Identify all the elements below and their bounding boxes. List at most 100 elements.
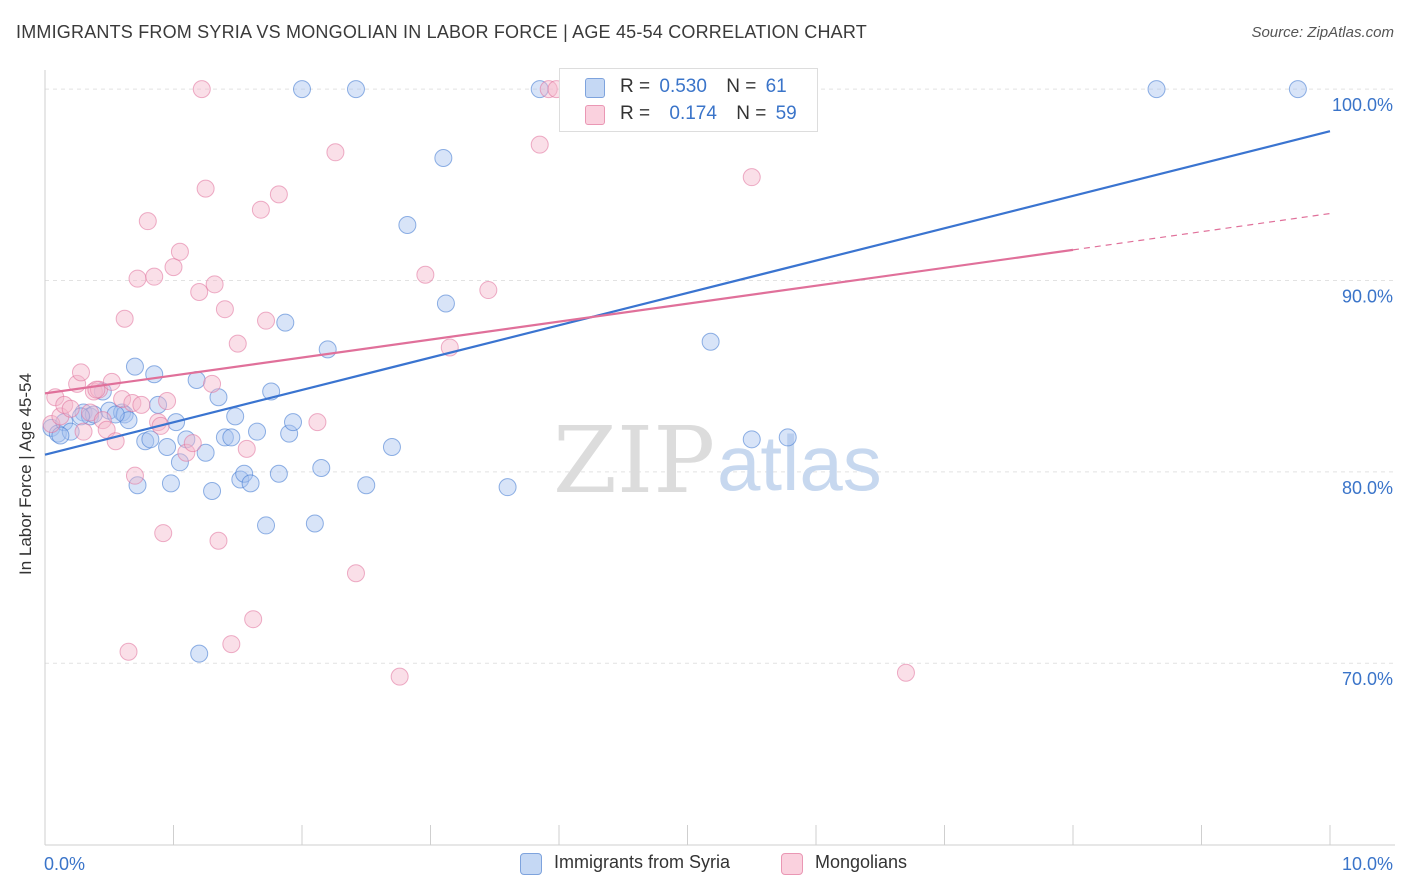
mongolian-point [138, 212, 157, 231]
mongolian-point [123, 393, 142, 412]
legend-n-value: 59 [775, 103, 797, 124]
bottom-legend-mongolian: Mongolians [781, 852, 908, 875]
series-mongolian-points [42, 80, 915, 686]
mongolian-point [192, 80, 211, 99]
mongolian-point [416, 265, 435, 284]
syria-point [141, 430, 160, 449]
trend-line-syria [44, 130, 1331, 456]
y-tick-label: 80.0% [1342, 478, 1393, 498]
grid-lines [45, 88, 1395, 664]
syria-point [241, 474, 260, 493]
mongolian-point [390, 667, 409, 686]
mongolian-point [71, 363, 90, 382]
mongolian-point [102, 372, 121, 391]
trend-line-mongolian [44, 248, 1074, 395]
tick-labels: 70.0% 80.0% 90.0% 100.0% 0.0% 10.0% [44, 95, 1393, 874]
mongolian-point [203, 374, 222, 393]
bottom-legend-swatch-mongolian [781, 853, 803, 875]
syria-point [71, 407, 90, 426]
syria-point [382, 437, 401, 456]
syria-point [248, 422, 267, 441]
chart-title: IMMIGRANTS FROM SYRIA VS MONGOLIAN IN LA… [16, 22, 867, 42]
legend-n-label: N = [726, 76, 757, 97]
mongolian-point [177, 443, 196, 462]
mongolian-point [215, 300, 234, 319]
mongolian-point [51, 407, 70, 426]
syria-point [61, 422, 80, 441]
mongolian-point [539, 80, 558, 99]
syria-point [161, 474, 180, 493]
mongolian-point [205, 275, 224, 294]
bottom-legend-syria: Immigrants from Syria [520, 852, 730, 875]
mongolian-point [251, 200, 270, 219]
syria-point [498, 478, 517, 497]
syria-point [158, 437, 177, 456]
mongolian-point [145, 267, 164, 286]
legend-swatch-mongolian [585, 105, 605, 125]
syria-point [125, 357, 144, 376]
legend-row-syria: R = 0.530 N = 61 [585, 76, 787, 98]
mongolian-point [228, 334, 247, 353]
mongolian-point [742, 168, 761, 187]
syria-point [280, 424, 299, 443]
y-tick-label: 90.0% [1342, 286, 1393, 306]
mongolian-point [209, 531, 228, 550]
source-credit: Source: ZipAtlas.com [1251, 24, 1394, 41]
syria-point [284, 413, 303, 432]
mongolian-point [115, 309, 134, 328]
x-tick-label: 0.0% [44, 854, 85, 874]
mongolian-point [237, 439, 256, 458]
mongolian-point [87, 380, 106, 399]
syria-point [145, 365, 164, 384]
legend-n-label: N = [736, 103, 767, 124]
syria-point [196, 443, 215, 462]
correlation-legend: R = 0.530 N = 61 R = 0.174 N = 59 [559, 68, 818, 132]
syria-point [778, 428, 797, 447]
legend-swatch-syria [585, 78, 605, 98]
legend-n-value: 61 [765, 76, 787, 97]
syria-point [1288, 80, 1307, 99]
mongolian-point [93, 411, 112, 430]
syria-point [215, 428, 234, 447]
mongolian-point [164, 258, 183, 277]
x-tick-label: 10.0% [1342, 854, 1393, 874]
syria-point [398, 216, 417, 234]
syria-point [1147, 80, 1166, 99]
syria-point [269, 464, 288, 483]
syria-point [701, 332, 720, 351]
mongolian-point [346, 564, 365, 583]
syria-point [257, 516, 276, 535]
syria-point [346, 80, 365, 99]
mongolian-point [190, 282, 209, 301]
trend-line-mongolian-extension [1072, 212, 1331, 251]
legend-row-mongolian: R = 0.174 N = 59 [585, 103, 797, 125]
bottom-legend-label-mongolian: Mongolians [815, 852, 908, 872]
series-syria-points [42, 80, 1307, 663]
mongolian-point [158, 392, 177, 411]
mongolian-point [244, 610, 263, 629]
mongolian-point [154, 524, 173, 543]
syria-point [235, 464, 254, 483]
syria-point [203, 481, 222, 500]
legend-r-value: 0.174 [669, 103, 717, 124]
axes [44, 70, 1395, 846]
legend-r-label: R = [620, 76, 651, 97]
syria-point [434, 149, 453, 168]
syria-point [226, 407, 245, 426]
mongolian-point [530, 135, 549, 154]
syria-point [357, 476, 376, 495]
mongolian-point [113, 390, 132, 409]
y-tick-label: 100.0% [1332, 95, 1393, 115]
legend-r-value: 0.530 [659, 76, 707, 97]
syria-point [190, 644, 209, 663]
mongolian-point [125, 466, 144, 485]
syria-point [436, 294, 455, 313]
watermark-atlas: atlas [717, 419, 882, 507]
syria-point [305, 514, 324, 533]
y-tick-label: 70.0% [1342, 669, 1393, 689]
syria-point [222, 428, 241, 447]
watermark-zip: ZIP [553, 407, 715, 514]
syria-point [276, 313, 295, 332]
syria-point [742, 430, 761, 449]
